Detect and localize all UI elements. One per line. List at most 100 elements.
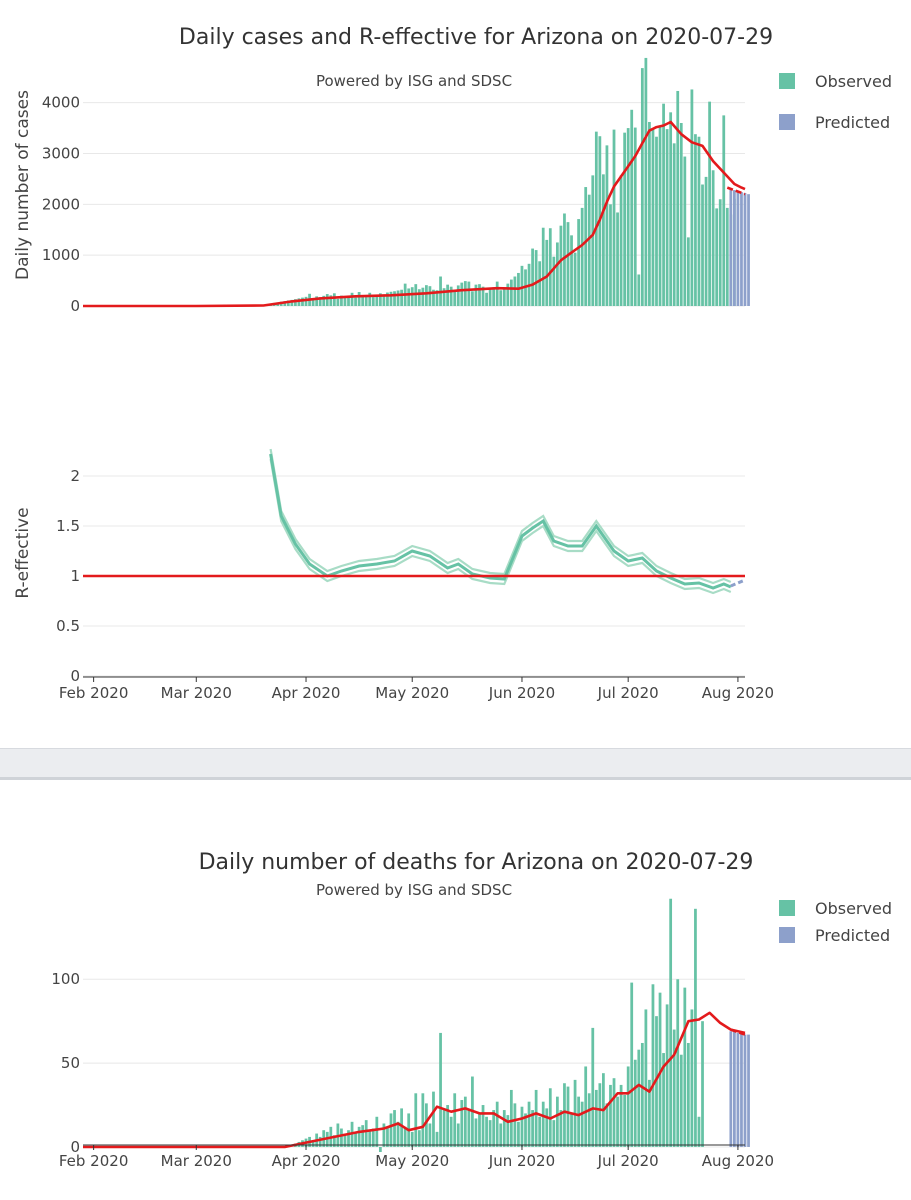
observed-case-bar bbox=[502, 288, 506, 306]
observed-death-bar bbox=[442, 1110, 446, 1147]
observed-case-bar bbox=[509, 279, 513, 306]
observed-death-bar bbox=[609, 1084, 612, 1147]
deaths-legend[interactable]: Observed Predicted bbox=[779, 899, 892, 945]
observed-death-bar bbox=[598, 1083, 602, 1147]
observed-case-bar bbox=[570, 235, 573, 306]
deaths-bars bbox=[294, 898, 750, 1152]
observed-death-bar bbox=[421, 1093, 425, 1147]
cases-legend[interactable]: Observed Predicted bbox=[779, 72, 892, 132]
observed-case-bar bbox=[471, 291, 474, 306]
deaths-y-tick-label: 50 bbox=[61, 1054, 80, 1072]
legend-predicted-label[interactable]: Predicted bbox=[815, 926, 890, 945]
deaths-y-ticks: 0 50 100 bbox=[51, 970, 80, 1156]
observed-case-bar bbox=[400, 289, 403, 306]
predicted-death-bar bbox=[740, 1032, 743, 1147]
reff-y-tick-label: 0 bbox=[70, 667, 80, 685]
deaths-x-tick-label: Aug 2020 bbox=[702, 1152, 774, 1170]
observed-death-bar bbox=[456, 1123, 460, 1147]
observed-case-bar bbox=[393, 291, 396, 306]
observed-case-bar bbox=[407, 288, 411, 306]
observed-case-bar bbox=[679, 123, 683, 306]
observed-case-bar bbox=[478, 284, 481, 306]
observed-case-bar bbox=[506, 283, 510, 306]
observed-case-bar bbox=[658, 126, 662, 306]
observed-case-bar bbox=[563, 213, 566, 306]
reff-y-tick-label: 1 bbox=[70, 567, 80, 585]
observed-case-bar bbox=[665, 129, 669, 306]
reff-x-tick-label: Feb 2020 bbox=[59, 684, 129, 702]
observed-case-bar bbox=[538, 261, 542, 306]
observed-case-bar bbox=[555, 242, 559, 306]
observed-death-bar bbox=[318, 1136, 322, 1147]
observed-death-bar bbox=[492, 1110, 496, 1147]
observed-death-bar bbox=[555, 1096, 559, 1147]
predicted-death-bar bbox=[736, 1032, 740, 1147]
observed-death-bar bbox=[669, 898, 673, 1147]
observed-death-bar bbox=[481, 1105, 485, 1147]
observed-death-bar bbox=[357, 1126, 361, 1147]
observed-case-bar bbox=[584, 187, 588, 306]
deaths-trend-predicted-line bbox=[730, 1028, 746, 1036]
legend-predicted-swatch[interactable] bbox=[779, 114, 795, 130]
observed-case-bar bbox=[566, 222, 570, 306]
observed-death-bar bbox=[502, 1110, 506, 1147]
observed-death-bar bbox=[382, 1123, 386, 1147]
observed-death-bar bbox=[485, 1116, 488, 1147]
observed-case-bar bbox=[329, 295, 333, 306]
observed-case-bar bbox=[612, 129, 616, 306]
reff-x-tick-label: Jul 2020 bbox=[597, 684, 659, 702]
observed-death-bar bbox=[378, 1146, 382, 1152]
reff-x-tick-label: Jun 2020 bbox=[488, 684, 555, 702]
observed-case-bar bbox=[354, 297, 357, 306]
observed-death-bar bbox=[386, 1126, 389, 1147]
observed-case-bar bbox=[609, 204, 612, 306]
deaths-x-tick-label: Jul 2020 bbox=[597, 1152, 659, 1170]
observed-case-bar bbox=[425, 285, 428, 306]
cases-y-ticks: 0 1000 2000 3000 4000 bbox=[42, 94, 80, 315]
observed-case-bar bbox=[488, 287, 492, 306]
legend-observed-label[interactable]: Observed bbox=[815, 899, 892, 918]
observed-death-bar bbox=[694, 908, 697, 1147]
legend-predicted-label[interactable]: Predicted bbox=[815, 113, 890, 132]
observed-death-bar bbox=[679, 1054, 683, 1147]
observed-case-bar bbox=[573, 252, 577, 306]
observed-case-bar bbox=[655, 136, 658, 306]
observed-death-bar bbox=[340, 1128, 343, 1147]
observed-case-bar bbox=[672, 143, 676, 306]
observed-case-bar bbox=[534, 250, 538, 306]
observed-case-bar bbox=[594, 131, 598, 306]
deaths-x-tick-label: Apr 2020 bbox=[272, 1152, 341, 1170]
observed-death-bar bbox=[524, 1113, 527, 1147]
observed-case-bar bbox=[690, 89, 694, 306]
observed-death-bar bbox=[534, 1089, 538, 1147]
predicted-case-bar bbox=[743, 193, 747, 306]
observed-case-bar bbox=[686, 237, 690, 306]
observed-death-bar bbox=[513, 1103, 517, 1147]
observed-case-bar bbox=[364, 295, 368, 306]
observed-death-bar bbox=[527, 1101, 531, 1147]
legend-observed-swatch[interactable] bbox=[779, 73, 795, 89]
cases-trend-line bbox=[83, 120, 746, 308]
observed-case-bar bbox=[417, 289, 421, 306]
observed-case-bar bbox=[396, 290, 400, 306]
observed-death-bar bbox=[389, 1113, 393, 1147]
observed-case-bar bbox=[421, 287, 425, 306]
observed-case-bar bbox=[676, 90, 680, 306]
observed-case-bar bbox=[361, 296, 365, 306]
legend-observed-label[interactable]: Observed bbox=[815, 72, 892, 91]
observed-case-bar bbox=[485, 292, 488, 306]
reff-predicted-line bbox=[730, 578, 746, 588]
observed-death-bar bbox=[651, 984, 655, 1147]
observed-case-bar bbox=[722, 115, 726, 306]
observed-death-bar bbox=[676, 979, 680, 1147]
observed-death-bar bbox=[630, 982, 634, 1147]
deaths-chart-subtitle: Powered by ISG and SDSC bbox=[316, 881, 512, 899]
observed-case-bar bbox=[442, 288, 446, 306]
legend-observed-swatch[interactable] bbox=[779, 900, 795, 916]
cases-y-tick-label: 3000 bbox=[42, 145, 80, 163]
observed-case-bar bbox=[432, 289, 435, 306]
legend-predicted-swatch[interactable] bbox=[779, 927, 795, 943]
predicted-case-bar bbox=[729, 189, 733, 306]
observed-case-bar bbox=[467, 281, 471, 306]
